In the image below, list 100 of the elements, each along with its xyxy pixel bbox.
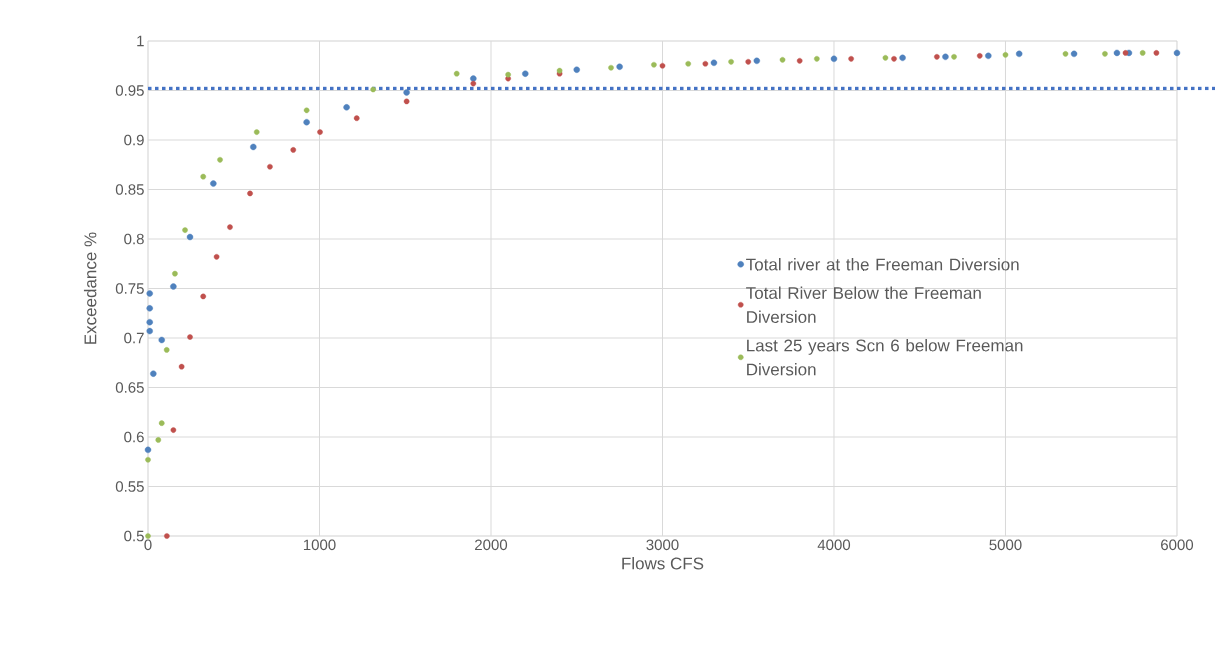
point (170, 283, 177, 290)
point (848, 56, 854, 62)
y-tick-label: 1 (137, 35, 144, 47)
legend-label: Last 25 years Scn 6 below Freeman Diversion (747, 339, 1023, 376)
y-tick-label: 0.55 (115, 481, 144, 492)
x-tick-label: 1000 (303, 539, 336, 551)
point (172, 270, 178, 277)
point (146, 305, 153, 312)
point (150, 370, 157, 377)
point (470, 75, 477, 82)
point (573, 66, 580, 73)
point (651, 61, 657, 68)
point (158, 420, 165, 426)
point (830, 55, 838, 63)
point (882, 55, 889, 61)
point (1002, 52, 1009, 58)
point (163, 347, 170, 353)
point (1113, 49, 1121, 57)
point (796, 58, 803, 64)
point (934, 54, 940, 60)
point (187, 334, 193, 340)
point (253, 129, 260, 135)
point (779, 57, 786, 63)
point (178, 363, 185, 370)
point (702, 60, 709, 67)
point (453, 70, 460, 77)
point (608, 64, 614, 71)
point (616, 63, 623, 70)
point (303, 118, 310, 126)
point (403, 98, 410, 105)
point (353, 115, 360, 122)
point (1062, 51, 1069, 57)
point (1153, 50, 1160, 56)
point (146, 318, 153, 326)
point (164, 533, 170, 539)
x-tick-label: 5000 (989, 539, 1022, 551)
point (182, 227, 188, 233)
point (186, 233, 194, 241)
point (659, 62, 666, 69)
y-tick-label: 0.8 (124, 233, 144, 245)
y-tick-label: 0.85 (115, 184, 144, 195)
point (145, 456, 151, 463)
x-tick-label: 2000 (475, 539, 508, 551)
point (213, 254, 220, 260)
point (899, 54, 906, 62)
point (1102, 51, 1108, 57)
point (951, 54, 957, 60)
point (1070, 50, 1078, 58)
point (170, 427, 177, 433)
point (470, 80, 477, 87)
y-tick-label: 0.5 (124, 530, 144, 542)
point (200, 173, 207, 180)
point (1016, 50, 1023, 58)
point (210, 180, 217, 187)
point (753, 57, 761, 64)
y-tick-label: 0.7 (124, 332, 144, 344)
x-tick-label: 6000 (1161, 539, 1194, 551)
point (290, 147, 297, 153)
point (710, 59, 718, 66)
legend-label: Total river at the Freeman Diversion (746, 258, 1019, 271)
point (144, 446, 152, 454)
y-tick-label: 0.6 (124, 431, 144, 443)
x-tick-label: 3000 (646, 539, 679, 551)
y-axis-title: Exceedance % (83, 232, 97, 344)
point (976, 53, 983, 59)
point (505, 71, 511, 78)
point (370, 86, 376, 93)
point (745, 58, 752, 65)
point (403, 89, 410, 96)
point (158, 336, 165, 344)
point (814, 56, 820, 62)
x-tick-label: 4000 (817, 539, 851, 551)
point (317, 129, 323, 135)
point (1122, 50, 1129, 56)
point (522, 70, 529, 77)
point (685, 60, 692, 67)
y-tick-label: 0.75 (115, 283, 144, 294)
point (146, 327, 153, 335)
y-tick-label: 0.95 (115, 85, 144, 96)
point (247, 190, 253, 197)
point (303, 107, 310, 114)
point (250, 143, 257, 151)
point (146, 290, 153, 297)
x-axis-title: Flows CFS (622, 557, 704, 570)
legend-label: Total River Below the Freeman Diversion (746, 286, 981, 324)
point (728, 58, 734, 65)
point (227, 224, 233, 230)
point (1173, 49, 1181, 57)
y-tick-label: 0.65 (115, 382, 144, 393)
point (217, 157, 223, 163)
point (942, 53, 949, 61)
point (985, 52, 992, 60)
x-tick-label: 0 (144, 539, 152, 551)
point (891, 56, 897, 62)
point (1139, 50, 1146, 56)
y-tick-label: 0.9 (124, 134, 144, 146)
point (200, 293, 207, 300)
point (155, 437, 162, 443)
point (343, 104, 350, 111)
point (267, 163, 273, 170)
